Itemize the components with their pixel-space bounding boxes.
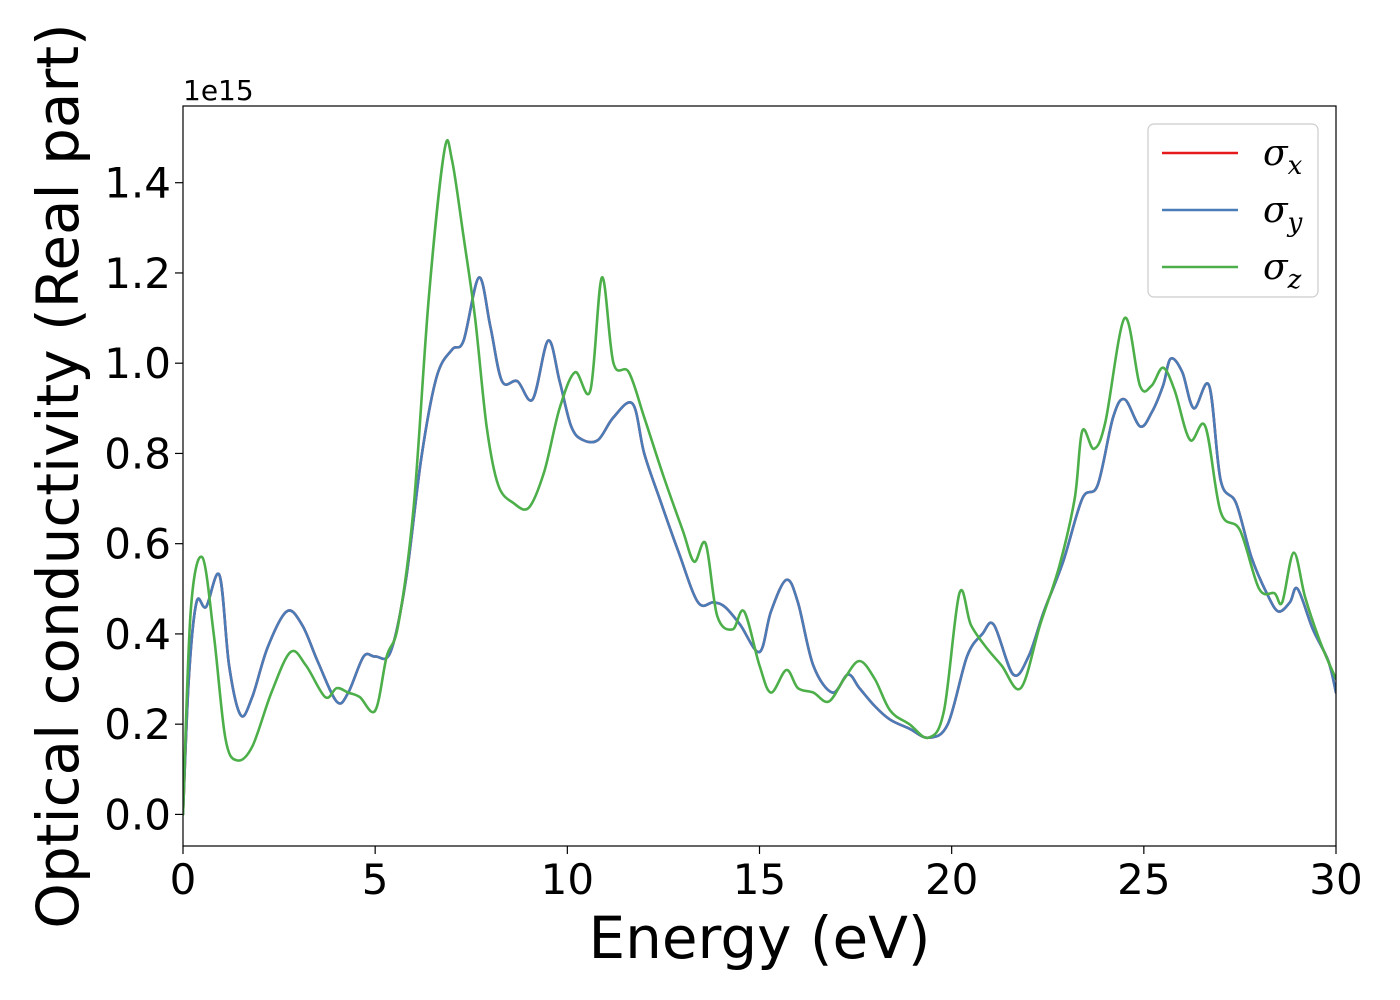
series-line-σ-x (183, 276, 1336, 816)
x-tick-label: 0 (170, 855, 197, 904)
y-axis: 0.0 0.2 0.4 0.6 0.8 1.0 1.2 1.4 (104, 159, 183, 839)
y-offset-label: 1e15 (183, 74, 254, 107)
series-layer (183, 139, 1336, 816)
y-tick-label: 1.4 (104, 159, 171, 208)
x-axis-title: Energy (eV) (588, 904, 930, 972)
y-tick-label: 1.0 (104, 339, 171, 388)
x-axis: 0 5 10 15 20 25 30 (170, 846, 1363, 904)
series-line-σ-z (183, 139, 1336, 816)
x-tick-label: 10 (541, 855, 594, 904)
x-tick-label: 30 (1309, 855, 1362, 904)
x-tick-label: 5 (362, 855, 389, 904)
x-tick-label: 15 (733, 855, 786, 904)
y-tick-label: 0.8 (104, 429, 171, 478)
y-axis-title: Optical conductivity (Real part) (24, 23, 92, 928)
x-tick-label: 25 (1117, 855, 1170, 904)
y-tick-label: 0.0 (104, 790, 171, 839)
y-tick-label: 0.4 (104, 610, 171, 659)
x-tick-label: 20 (925, 855, 978, 904)
y-tick-label: 0.2 (104, 700, 171, 749)
y-tick-label: 0.6 (104, 520, 171, 569)
series-line-σ-y (183, 276, 1336, 816)
y-tick-label: 1.2 (104, 249, 171, 298)
